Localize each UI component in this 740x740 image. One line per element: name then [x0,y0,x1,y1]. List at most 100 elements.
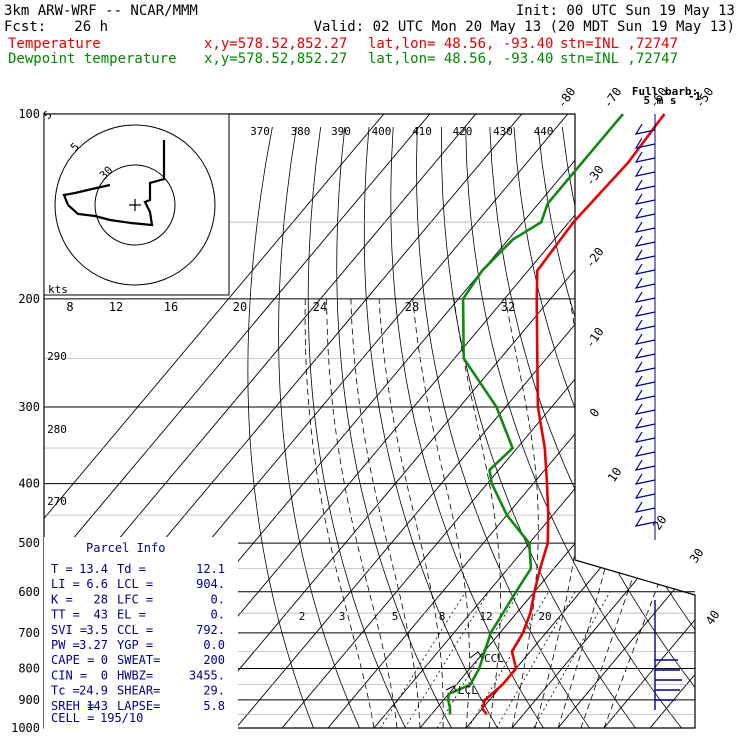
pressure-tick-label: 600 [18,585,40,599]
moist-adiabat [580,298,695,728]
wind-barb [634,305,656,317]
parcel-row-key: SREH = [51,699,94,713]
parcel-row-key: Tc = [51,684,80,698]
parcel-row-value: 6.6 [86,577,108,591]
dry-adiabat [537,126,695,728]
wind-barb [634,417,656,429]
dry-adiabat [634,126,695,728]
pressure-tick-label: 300 [18,400,40,414]
parcel-row-value: 904. [196,577,225,591]
parcel-info-rows: T = 13.4 Td = 12.1 LI = 6.6 LCL = 904. K = 28 LFC … [51,562,225,713]
isotherm-line [44,114,442,728]
barb-legend-label: Full barb: [632,85,698,98]
parcel-row-key: SWEAT= [117,653,160,667]
wind-barb [634,235,656,247]
parcel-cell-label: CELL = [51,711,94,725]
mixing-ratio-label: 3 [339,610,346,623]
wind-barb [634,347,656,359]
isotherm-line [546,114,695,728]
isotherm-line [500,114,695,728]
theta-top-label: 380 [291,125,311,138]
mixing-ratio-label: 5 [392,610,399,623]
parcel-row-value: 0. [211,608,225,622]
hodo-units-label: kts [48,283,68,296]
dry-adiabat [513,126,695,728]
dry-adiabat [247,126,320,728]
isotherm-line [44,114,396,728]
isotherm-right-label: 10 [605,465,625,485]
moist-adiabat [557,298,644,728]
parcel-info-box: Parcel Info T = 13.4 Td = 12.1 LI = 6.6 LCL = 9… [44,537,238,729]
dry-adiabat [390,126,553,728]
moist-adiabat [304,298,375,728]
moist-adiabat [505,298,539,728]
legend-dewpoint-stn: stn=INL ,72747 [560,51,678,67]
hodo-center-cross [129,199,141,211]
isotherm-right-label: -30 [583,163,607,189]
hodo-speed-label: 12 [109,300,123,314]
dry-adiabat [610,126,695,728]
wind-barb [634,319,656,331]
lcl-label: LCL [458,684,478,697]
parcel-row-key: CAPE = [51,653,94,667]
mixing-ratio-line [488,591,576,728]
pressure-axis: 100 200 300 400 500 600 700 800 900 1000 [11,107,40,735]
isotherm-line [178,114,695,728]
parcel-row-key: LCL = [117,577,153,591]
theta-top-label: 400 [372,125,392,138]
wind-barb-lower [654,600,682,710]
wind-barb [634,151,656,163]
theta-top-label: 370 [250,125,270,138]
dry-adiabat [441,126,646,728]
isotherm-line [362,114,695,728]
pressure-tick-label: 700 [18,626,40,640]
sounding-series: CCL LCL [445,113,666,716]
mixing-ratio-line [460,591,549,728]
legend-temperature-name: Temperature [8,36,101,52]
wind-barb [634,221,656,233]
wind-barb [634,193,656,205]
mixing-ratio-label: 8 [439,610,446,623]
temperature-line [481,113,666,716]
parcel-row-value: 143 [86,699,108,713]
parcel-info-title: Parcel Info [86,541,165,555]
theta-left-label: 290 [47,350,67,363]
parcel-row-value: 12.1 [196,562,225,576]
parcel-row-key: CCL = [117,623,153,637]
barb-legend-exponent: -1 [688,90,702,103]
parcel-row-key: LAPSE= [117,699,160,713]
dry-adiabat [586,126,695,728]
wind-barbs [634,114,682,710]
dry-adiabat [489,126,695,728]
ccl-marker [469,651,483,659]
dry-adiabat [307,126,413,728]
parcel-row-value: 29. [203,684,225,698]
wind-barb [634,501,656,513]
dry-adiabat [416,126,599,728]
isotherm-line [224,114,695,728]
wind-barb [634,445,656,457]
dewpoint-line [446,113,624,715]
parcel-row-key: T = [51,562,73,576]
moist-adiabat [350,298,421,728]
isotherm-line [44,114,488,728]
pressure-tick-label: 400 [18,477,40,491]
legend-temperature-stn: stn=INL ,72747 [560,36,678,52]
mixing-ratio-line [396,591,490,728]
mixing-ratio-label: 20 [538,610,551,623]
header: 3km ARW-WRF -- NCAR/MMM Init: 00 UTC Sun… [4,3,735,67]
isotherm-line [454,114,695,728]
wind-barb [634,333,656,345]
legend-dewpoint-xy: x,y=578.52,852.27 [204,51,347,67]
barb-legend-units: 5 m s [643,94,676,107]
moist-adiabat [378,298,444,728]
parcel-row-value: 28 [94,592,108,606]
wind-barb [634,179,656,191]
wind-barb [634,207,656,219]
hodo-speed-label: 16 [164,300,178,314]
fcst-label: Fcst: [4,19,46,35]
isotherm-right-label: -20 [583,245,607,271]
parcel-row-value: 3455. [189,668,225,682]
parcel-row-value: 24.9 [79,684,108,698]
